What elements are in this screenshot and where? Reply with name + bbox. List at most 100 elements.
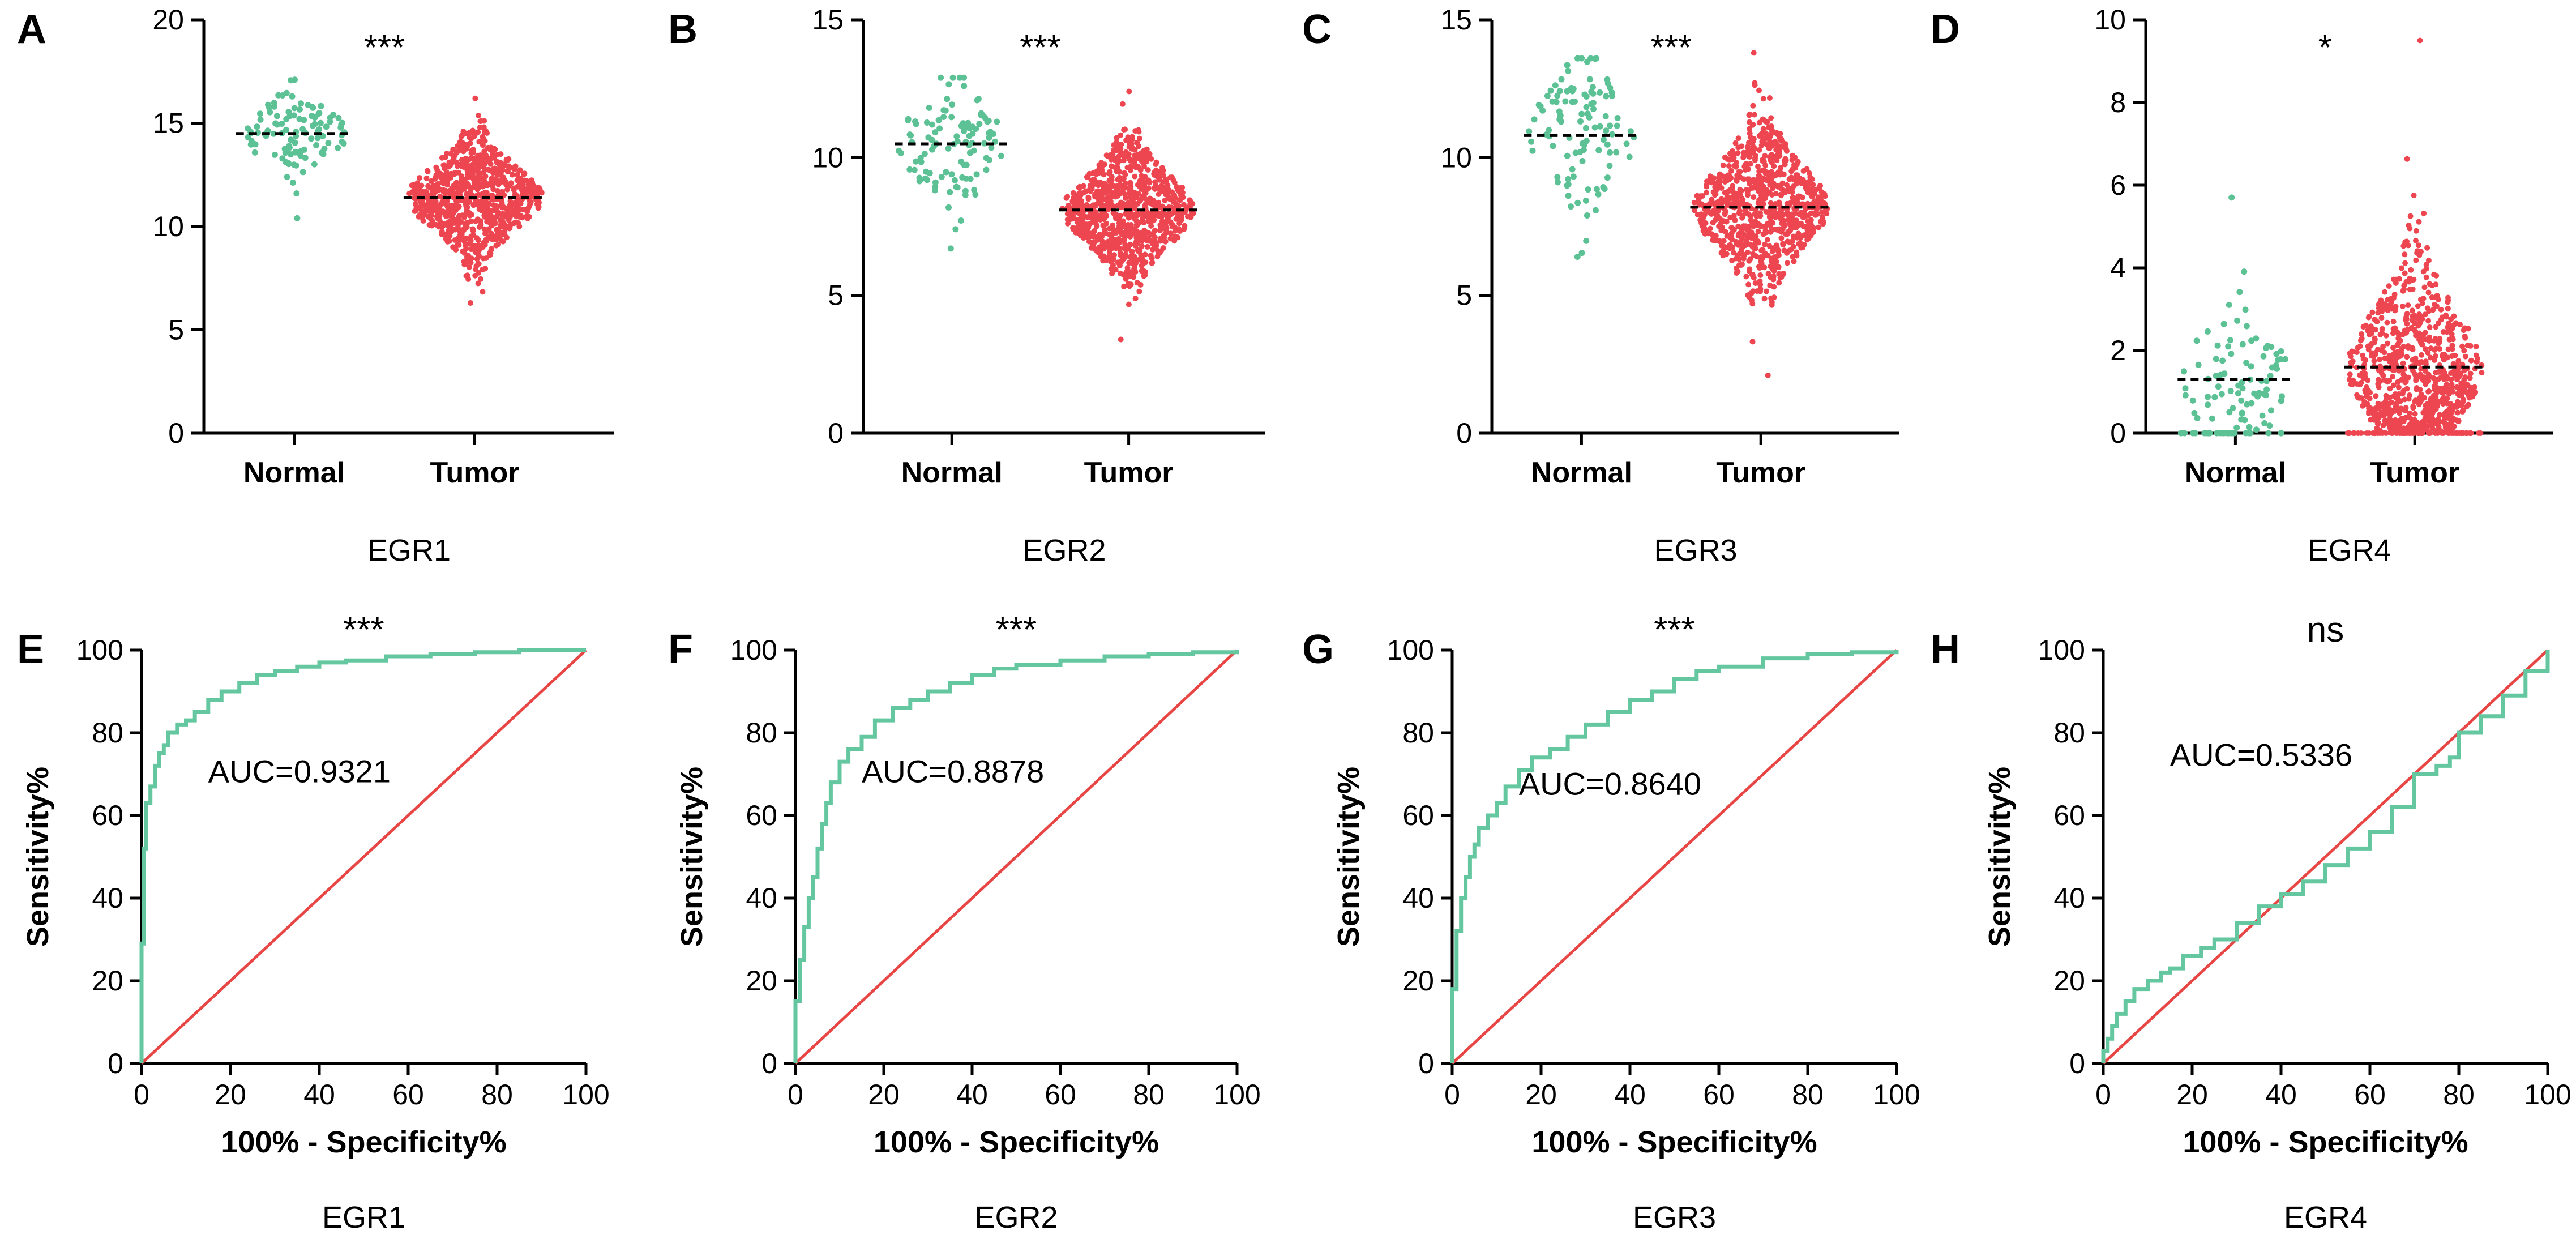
data-point	[1111, 142, 1117, 148]
data-point	[1750, 102, 1756, 109]
data-point	[1144, 229, 1150, 236]
data-point	[1182, 223, 1188, 229]
data-point	[2385, 379, 2391, 385]
data-point	[1564, 88, 1571, 95]
data-point	[2472, 389, 2479, 395]
data-point	[1716, 223, 1722, 229]
data-point	[2417, 430, 2424, 436]
data-point	[1604, 174, 1611, 181]
data-point	[1101, 190, 1107, 196]
data-point	[1118, 204, 1124, 210]
data-point	[1090, 234, 1097, 240]
data-point	[1126, 301, 1132, 307]
data-point	[471, 180, 477, 186]
data-point	[457, 139, 463, 145]
y-tick-label: 10	[1440, 142, 1472, 173]
data-point	[273, 113, 280, 119]
data-point	[251, 149, 258, 156]
x-tick-label: 40	[956, 1079, 988, 1110]
x-tick-label: 60	[2354, 1079, 2386, 1110]
data-point	[1167, 174, 1174, 181]
data-point	[450, 159, 456, 165]
data-point	[430, 207, 436, 213]
data-point	[2395, 331, 2402, 337]
data-point	[292, 139, 298, 146]
data-point	[2355, 395, 2361, 401]
panel-label-c: C	[1302, 7, 1332, 52]
y-tick-label: 5	[828, 280, 844, 311]
data-point	[1570, 173, 1577, 180]
significance-label: ***	[343, 610, 384, 650]
data-point	[2421, 395, 2428, 401]
data-point	[2377, 378, 2384, 384]
data-point	[1082, 230, 1088, 236]
data-point	[948, 171, 955, 178]
data-point	[2437, 412, 2443, 418]
data-point	[1595, 191, 1602, 198]
data-point	[2433, 324, 2439, 330]
data-point	[2366, 430, 2372, 436]
data-point	[923, 119, 930, 126]
data-point	[511, 208, 517, 214]
data-point	[1082, 213, 1088, 220]
data-point	[2278, 398, 2284, 404]
data-point	[1137, 178, 1143, 184]
data-point	[1749, 122, 1756, 128]
data-point	[2278, 348, 2284, 354]
x-tick-label: 40	[2265, 1079, 2297, 1110]
data-point	[1109, 177, 1115, 183]
data-point	[489, 176, 495, 181]
data-point	[1552, 82, 1559, 89]
data-point	[956, 74, 963, 81]
y-tick-label: 5	[1456, 280, 1472, 311]
data-point	[472, 155, 478, 161]
data-point	[2457, 371, 2463, 377]
data-point	[490, 235, 496, 241]
data-point	[2465, 401, 2471, 408]
data-point	[938, 173, 945, 180]
data-point	[1171, 238, 1178, 244]
data-point	[1141, 220, 1147, 225]
data-point	[267, 109, 273, 116]
data-point	[1154, 254, 1161, 260]
data-point	[2410, 357, 2416, 363]
data-point	[1776, 199, 1782, 206]
data-point	[1099, 238, 1106, 245]
data-point	[1751, 194, 1757, 200]
data-point	[1816, 224, 1821, 230]
data-point	[1740, 212, 1746, 219]
data-point	[2263, 386, 2270, 393]
data-point	[1128, 193, 1134, 199]
data-point	[1565, 67, 1572, 74]
data-point	[2390, 276, 2397, 283]
data-point	[1808, 222, 1814, 228]
data-point	[2242, 306, 2249, 313]
data-point	[1757, 210, 1763, 216]
data-point	[1751, 275, 1757, 281]
data-point	[2420, 425, 2427, 431]
data-point	[2263, 378, 2270, 384]
data-point	[1128, 281, 1134, 288]
data-point	[2436, 369, 2442, 375]
data-point	[488, 247, 494, 253]
y-tick-label: 60	[746, 800, 777, 831]
data-point	[1787, 222, 1794, 228]
data-point	[1756, 263, 1762, 270]
data-point	[1716, 181, 1722, 187]
data-point	[2371, 415, 2377, 421]
data-point	[2412, 398, 2419, 404]
data-point	[2348, 381, 2354, 387]
data-point	[1121, 127, 1127, 133]
data-point	[1704, 183, 1710, 190]
data-point	[2278, 430, 2284, 437]
data-point	[2275, 357, 2282, 363]
data-point	[1114, 240, 1119, 246]
data-point	[928, 146, 935, 153]
data-point	[2417, 339, 2424, 345]
data-point	[2440, 329, 2446, 335]
auc-label: AUC=0.8878	[862, 754, 1044, 789]
data-point	[1720, 249, 1726, 255]
data-point	[1163, 212, 1170, 218]
data-point	[1733, 255, 1739, 262]
y-tick-label: 15	[152, 108, 184, 139]
